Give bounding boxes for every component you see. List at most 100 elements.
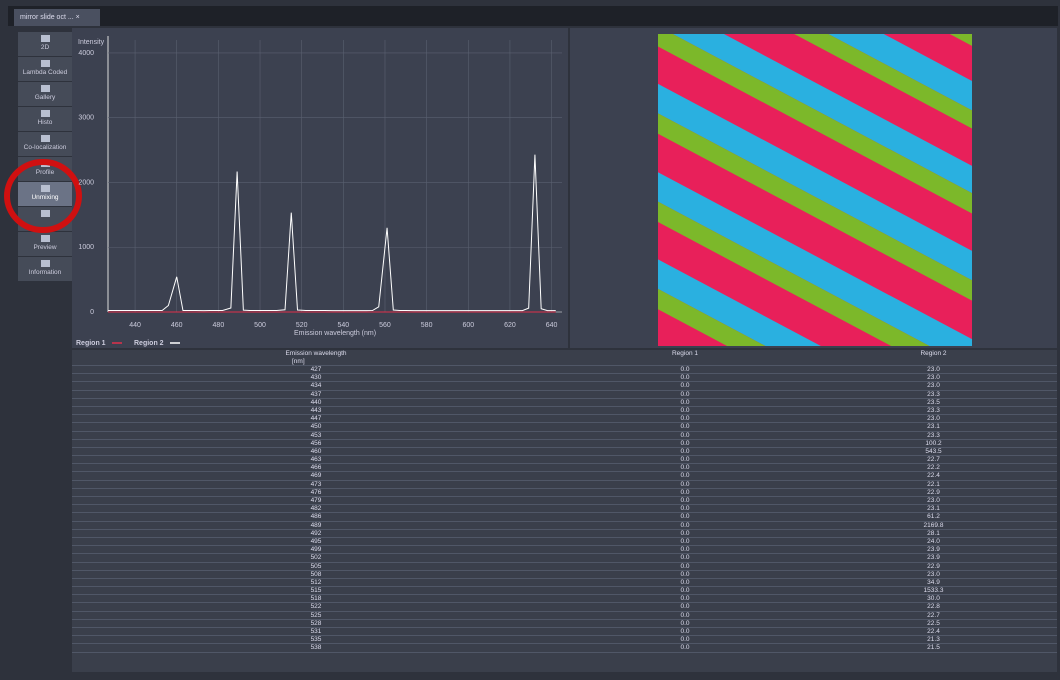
table-cell: 0.0	[560, 546, 810, 553]
table-cell: 23.3	[810, 407, 1057, 414]
table-cell: 466	[72, 464, 560, 471]
table-cell: 22.9	[810, 563, 1057, 570]
table-cell: 499	[72, 546, 560, 553]
table-cell: 0.0	[560, 415, 810, 422]
table-cell: 0.0	[560, 472, 810, 479]
table-row: 4690.022.4	[72, 472, 1057, 480]
y-tick-label: 0	[90, 309, 94, 316]
table-cell: 505	[72, 563, 560, 570]
data-table: Emission wavelength[nm]Region 1Region 24…	[72, 350, 1057, 672]
y-tick-label: 2000	[78, 179, 94, 186]
table-cell: 23.5	[810, 399, 1057, 406]
table-cell: 0.0	[560, 563, 810, 570]
table-cell: 23.1	[810, 505, 1057, 512]
table-cell: 492	[72, 530, 560, 537]
x-tick-label: 520	[296, 322, 308, 329]
y-tick-label: 1000	[78, 244, 94, 251]
x-tick-label: 440	[129, 322, 141, 329]
table-row: 4300.023.0	[72, 374, 1057, 382]
table-cell: 24.0	[810, 538, 1057, 545]
table-cell: 495	[72, 538, 560, 545]
table-cell: 482	[72, 505, 560, 512]
table-row: 4860.061.2	[72, 513, 1057, 521]
table-cell: 0.0	[560, 489, 810, 496]
table-cell: 518	[72, 595, 560, 602]
table-row: 5150.01533.3	[72, 587, 1057, 595]
table-cell: 0.0	[560, 579, 810, 586]
table-cell: 456	[72, 440, 560, 447]
table-cell: 479	[72, 497, 560, 504]
table-cell: 23.0	[810, 497, 1057, 504]
table-cell: 0.0	[560, 522, 810, 529]
table-cell: 23.0	[810, 415, 1057, 422]
table-cell: 28.1	[810, 530, 1057, 537]
table-cell: 476	[72, 489, 560, 496]
table-cell: 0.0	[560, 505, 810, 512]
table-cell: 22.7	[810, 612, 1057, 619]
table-cell: 22.1	[810, 481, 1057, 488]
table-cell: 528	[72, 620, 560, 627]
table-cell: 0.0	[560, 399, 810, 406]
table-cell: 23.3	[810, 432, 1057, 439]
table-row: 5310.022.4	[72, 628, 1057, 636]
header-cell: Region 2	[810, 350, 1057, 365]
table-cell: 23.0	[810, 382, 1057, 389]
x-tick-label: 560	[379, 322, 391, 329]
table-cell: 0.0	[560, 538, 810, 545]
table-row: 4820.023.1	[72, 505, 1057, 513]
table-cell: 23.9	[810, 546, 1057, 553]
x-tick-label: 540	[337, 322, 349, 329]
table-cell: 430	[72, 374, 560, 381]
table-cell: 453	[72, 432, 560, 439]
table-cell: 531	[72, 628, 560, 635]
table-cell: 100.2	[810, 440, 1057, 447]
table-cell: 23.3	[810, 391, 1057, 398]
table-cell: 0.0	[560, 456, 810, 463]
table-cell: 0.0	[560, 440, 810, 447]
table-cell: 21.5	[810, 644, 1057, 651]
table-cell: 515	[72, 587, 560, 594]
y-axis-title: Intensity	[78, 39, 105, 46]
table-cell: 0.0	[560, 636, 810, 643]
table-header: Emission wavelength[nm]Region 1Region 2	[72, 350, 1057, 366]
table-row: 4430.023.3	[72, 407, 1057, 415]
table-cell: 0.0	[560, 464, 810, 471]
table-cell: 512	[72, 579, 560, 586]
table-cell: 0.0	[560, 497, 810, 504]
table-cell: 525	[72, 612, 560, 619]
y-tick-label: 3000	[78, 115, 94, 122]
table-cell: 22.8	[810, 603, 1057, 610]
table-cell: 23.1	[810, 423, 1057, 430]
table-cell: 427	[72, 366, 560, 373]
header-text: Emission wavelength	[72, 350, 560, 358]
table-cell: 434	[72, 382, 560, 389]
header-text: Region 2	[810, 350, 1057, 358]
table-cell: 0.0	[560, 423, 810, 430]
table-cell: 0.0	[560, 612, 810, 619]
table-cell: 30.0	[810, 595, 1057, 602]
table-cell: 22.4	[810, 472, 1057, 479]
highlight-circle	[7, 162, 79, 230]
table-row: 5280.022.5	[72, 620, 1057, 628]
header-cell: Region 1	[560, 350, 810, 365]
table-row: 4370.023.3	[72, 391, 1057, 399]
table-cell: 0.0	[560, 407, 810, 414]
header-text: Region 1	[560, 350, 810, 358]
table-cell: 443	[72, 407, 560, 414]
table-row: 4950.024.0	[72, 538, 1057, 546]
table-cell: 23.9	[810, 554, 1057, 561]
table-cell: 0.0	[560, 448, 810, 455]
table-cell: 0.0	[560, 391, 810, 398]
table-cell: 0.0	[560, 432, 810, 439]
table-cell: 486	[72, 513, 560, 520]
table-row: 5080.023.0	[72, 571, 1057, 579]
x-tick-label: 640	[546, 322, 558, 329]
table-cell: 61.2	[810, 513, 1057, 520]
